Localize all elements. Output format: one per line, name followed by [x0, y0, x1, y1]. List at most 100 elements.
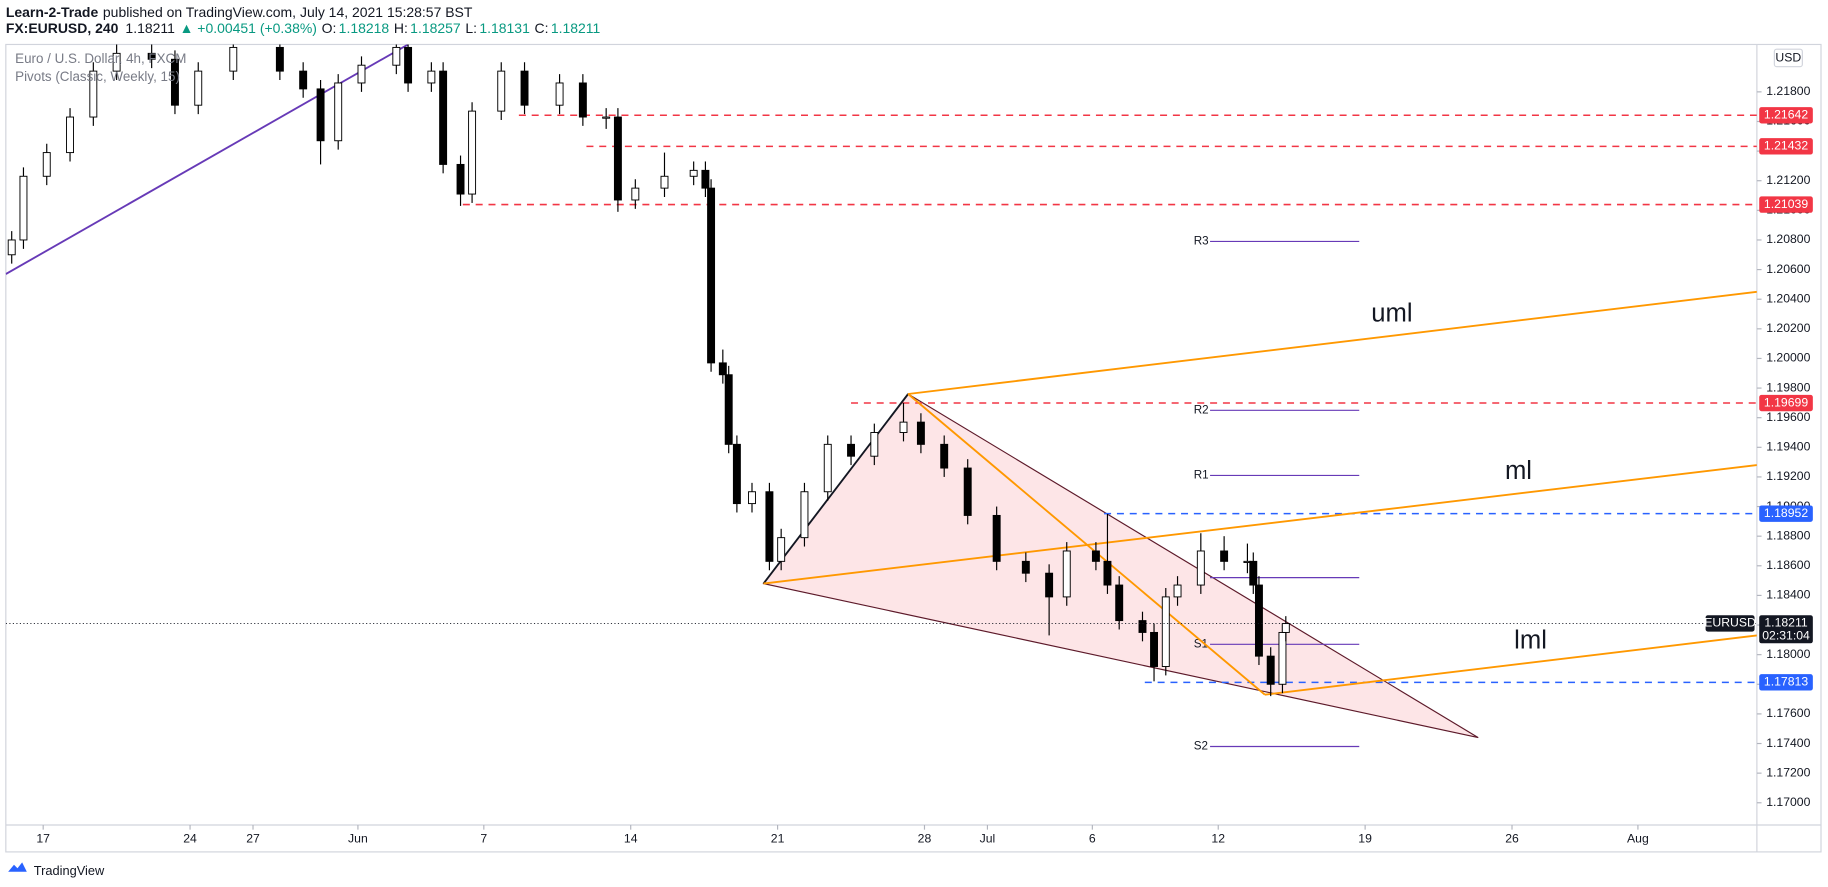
x-tick-label: 19 [1358, 831, 1372, 845]
y-tick-label: 1.18000 [1766, 647, 1810, 661]
y-tick-label: 1.17200 [1766, 765, 1810, 779]
level-tag [1759, 505, 1813, 522]
y-tick-label: 1.21800 [1766, 84, 1810, 98]
candle-body [578, 82, 587, 118]
candle-body [275, 46, 284, 72]
candle-body [870, 432, 879, 457]
candle-body [899, 421, 908, 433]
y-tick-label: 1.20800 [1766, 232, 1810, 246]
change: ▲ +0.00451 (+0.38%) [180, 20, 317, 36]
candle-body [1220, 550, 1229, 562]
symbol: FX:EURUSD, 240 [6, 20, 119, 36]
candle-body [1045, 572, 1054, 598]
last-price-label: 1.18211 [1764, 616, 1807, 630]
candle-body [631, 187, 640, 201]
candle-body [718, 362, 727, 376]
candle-body [916, 421, 925, 445]
candle-body [1138, 620, 1147, 633]
level-tag [1759, 394, 1813, 412]
ohlc-value: 1.18131 [479, 20, 530, 36]
candle-body [602, 116, 611, 119]
publisher: Learn-2-Trade [6, 4, 99, 20]
countdown: 02:31:04 [1762, 629, 1810, 643]
level-tag [1759, 107, 1813, 124]
candle-body [992, 514, 1001, 562]
currency: USD [1775, 51, 1801, 65]
candle-body [1281, 623, 1290, 633]
candle-body [940, 443, 949, 469]
candle-body [823, 443, 832, 493]
y-tick-label: 1.20200 [1766, 321, 1810, 335]
candle-body [1196, 550, 1205, 586]
y-tick-label: 1.19200 [1766, 469, 1810, 483]
y-tick-label: 1.19400 [1766, 440, 1810, 454]
pivot-label: S1 [1194, 637, 1208, 650]
level-tag-label: 1.21642 [1764, 107, 1808, 121]
candle-body [392, 46, 401, 66]
ohlc-label: L: [465, 20, 477, 36]
candle-body [748, 491, 756, 505]
candle-body [1115, 584, 1124, 622]
y-tick-label: 1.20000 [1766, 351, 1810, 365]
level-tag [1759, 674, 1813, 691]
candle-body [520, 70, 529, 106]
y-tick-label: 1.17400 [1766, 736, 1810, 750]
candle-body [724, 374, 733, 445]
pivot-label: R1 [1194, 469, 1209, 482]
ohlc-value: 1.18218 [339, 20, 390, 36]
candle-body [765, 491, 774, 562]
pivot-label: S2 [1194, 740, 1208, 753]
candle-body [963, 467, 972, 516]
x-tick-label: 14 [624, 831, 638, 845]
level-tag-label: 1.18952 [1764, 506, 1808, 520]
candle-body [229, 46, 238, 72]
candle-body [439, 70, 448, 165]
level-tag-label: 1.21432 [1764, 139, 1808, 153]
candle-body [1062, 550, 1071, 598]
candle-body [427, 70, 436, 84]
candle-body [1266, 655, 1275, 685]
ohlc-value: 1.18257 [410, 20, 461, 36]
x-tick-label: Jun [348, 831, 368, 845]
candle-body [689, 169, 698, 177]
y-tick-label: 1.21200 [1766, 173, 1810, 187]
symbol-tag-label: EURUSD [1704, 616, 1756, 630]
y-tick-label: 1.17600 [1766, 706, 1810, 720]
candle-body [732, 443, 741, 505]
y-tick-label: 1.19600 [1766, 410, 1810, 424]
candle-body [456, 163, 465, 195]
candle-body [1161, 596, 1170, 667]
x-tick-label: 12 [1211, 831, 1225, 845]
ohlc-value: 1.18211 [551, 20, 601, 36]
published: published on TradingView.com, July 14, 2… [103, 4, 473, 20]
legend-line: Euro / U.S. Dollar, 4h, FXCM [15, 51, 186, 66]
y-tick-label: 1.20400 [1766, 291, 1810, 305]
candle-body [89, 70, 98, 118]
ohlc-label: C: [535, 20, 549, 36]
candle-body [7, 239, 16, 256]
candle-body [170, 58, 179, 106]
candle-body [555, 82, 564, 106]
brand-logo [8, 862, 27, 872]
y-tick-label: 1.18400 [1766, 588, 1810, 602]
candle-body [1103, 560, 1112, 586]
candle-body [334, 82, 343, 142]
x-tick-label: 28 [918, 831, 932, 845]
candle-body [701, 169, 710, 189]
x-tick-label: Aug [1627, 831, 1649, 845]
x-tick-label: 6 [1089, 831, 1096, 845]
candle-body [1021, 560, 1030, 574]
plot: R3 R2 R1 S1 S2 uml ml lml [5, 44, 1757, 753]
level-tag [1759, 196, 1813, 213]
currency-badge[interactable] [1773, 48, 1803, 68]
drawing-label: uml [1371, 299, 1412, 327]
drawing-line [1264, 634, 1757, 696]
candle-body [707, 187, 716, 364]
level-tag-label: 1.21039 [1764, 197, 1808, 211]
candle-body [1150, 631, 1158, 667]
x-tick-label: Jul [980, 831, 996, 845]
y-tick-label: 1.18600 [1766, 558, 1810, 572]
ohlc-label: H: [394, 20, 408, 36]
